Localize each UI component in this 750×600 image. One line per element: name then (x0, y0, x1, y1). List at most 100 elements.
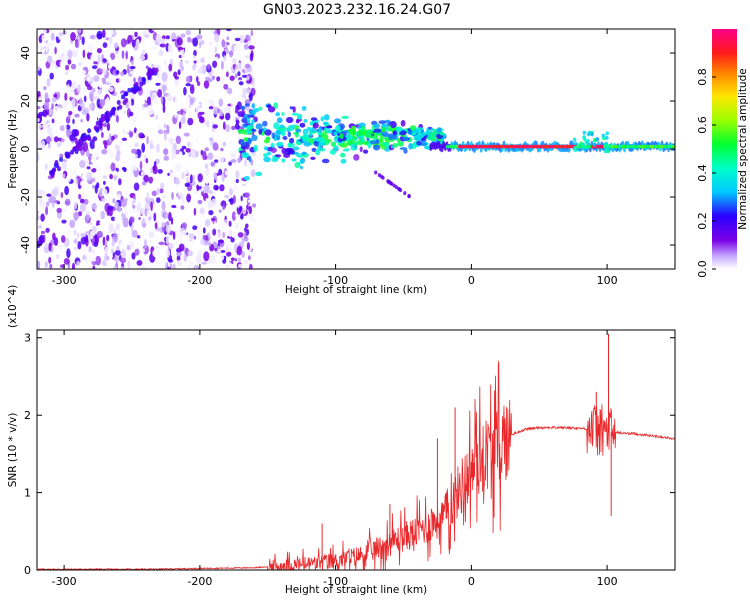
ridge-cell (381, 175, 385, 180)
x-tick-label: -200 (187, 274, 212, 287)
noise-cell (228, 220, 232, 227)
ridge-cell (400, 120, 406, 127)
ridge-cell (266, 151, 271, 156)
noise-cell (246, 75, 250, 81)
noise-cell (137, 95, 141, 100)
noise-cell (96, 146, 101, 152)
noise-cell (212, 142, 219, 151)
noise-cell (200, 238, 205, 245)
noise-cell (146, 191, 149, 202)
noise-cell (248, 205, 252, 215)
noise-cell (234, 37, 241, 42)
noise-cell (78, 224, 84, 230)
noise-cell (61, 160, 67, 170)
ridge-cell (383, 136, 390, 141)
noise-cell (96, 230, 103, 239)
noise-cell (52, 176, 58, 187)
noise-cell (120, 38, 127, 48)
noise-cell (91, 168, 97, 173)
noise-cell (193, 235, 197, 240)
ridge-cell (424, 145, 429, 150)
noise-cell (225, 112, 231, 121)
ridge-cell (312, 122, 319, 129)
noise-cell (93, 75, 100, 82)
ridge-cell (242, 146, 246, 151)
noise-cell (208, 44, 215, 54)
noise-cell (63, 258, 70, 265)
noise-cell (180, 171, 185, 180)
noise-cell (149, 111, 155, 115)
noise-cell (83, 198, 89, 205)
noise-cell (138, 46, 142, 51)
ridge-cell (390, 145, 395, 149)
noise-cell (79, 89, 84, 99)
snr-multiplier: (x10^4) (7, 285, 19, 328)
noise-cell (144, 207, 148, 217)
noise-cell (219, 109, 223, 118)
noise-cell (241, 74, 248, 78)
noise-cell (42, 123, 49, 130)
noise-cell (219, 254, 225, 261)
noise-cell (231, 125, 236, 131)
ridge-cell (333, 131, 338, 136)
noise-cell (203, 184, 210, 193)
noise-cell (157, 129, 164, 135)
noise-cell (86, 172, 93, 181)
noise-cell (181, 222, 188, 229)
noise-cell (43, 56, 48, 63)
noise-cell (192, 37, 199, 47)
noise-cell (83, 95, 87, 103)
streak-cell (75, 143, 80, 149)
ridge-cell (299, 159, 305, 164)
noise-cell (92, 265, 96, 269)
y-tick-label: 2 (24, 409, 31, 422)
noise-cell (114, 144, 121, 151)
noise-cell (239, 34, 245, 44)
noise-cell (204, 218, 211, 227)
noise-cell (53, 38, 57, 46)
noise-cell (44, 92, 49, 100)
noise-cell (60, 192, 64, 199)
noise-cell (217, 230, 223, 238)
noise-cell (234, 222, 240, 229)
streak-cell (70, 149, 75, 155)
noise-cell (237, 257, 242, 263)
noise-cell (146, 96, 152, 106)
noise-cell (111, 239, 115, 247)
noise-cell (115, 115, 119, 123)
noise-cell (189, 97, 194, 106)
noise-cell (244, 158, 248, 167)
ridge-cell (388, 125, 392, 131)
ridge-cell (248, 155, 252, 163)
noise-cell (177, 259, 183, 266)
noise-cell (240, 213, 244, 220)
ridge-cell (323, 114, 330, 121)
streak-cell (123, 91, 128, 97)
noise-cell (54, 46, 57, 55)
ridge-cell (382, 142, 390, 147)
noise-cell (189, 260, 194, 266)
noise-cell (167, 43, 173, 54)
noise-cell (184, 60, 190, 64)
ridge-cell (275, 129, 281, 137)
noise-cell (73, 211, 79, 221)
noise-cell (196, 76, 199, 83)
ridge-cell (310, 156, 316, 160)
noise-cell (177, 69, 181, 76)
streak-cell (137, 86, 142, 92)
noise-cell (208, 242, 212, 247)
noise-cell (244, 88, 251, 94)
noise-cell (108, 223, 114, 233)
noise-cell (159, 43, 166, 48)
noise-cell (219, 156, 225, 163)
noise-cell (108, 208, 113, 217)
ridge-cell (276, 117, 283, 124)
noise-cell (205, 166, 210, 177)
noise-cell (176, 252, 183, 257)
noise-cell (249, 52, 254, 62)
noise-cell (158, 241, 165, 246)
noise-cell (209, 182, 215, 186)
noise-cell (242, 185, 246, 193)
ridge-cell (340, 143, 349, 148)
noise-cell (131, 252, 136, 260)
